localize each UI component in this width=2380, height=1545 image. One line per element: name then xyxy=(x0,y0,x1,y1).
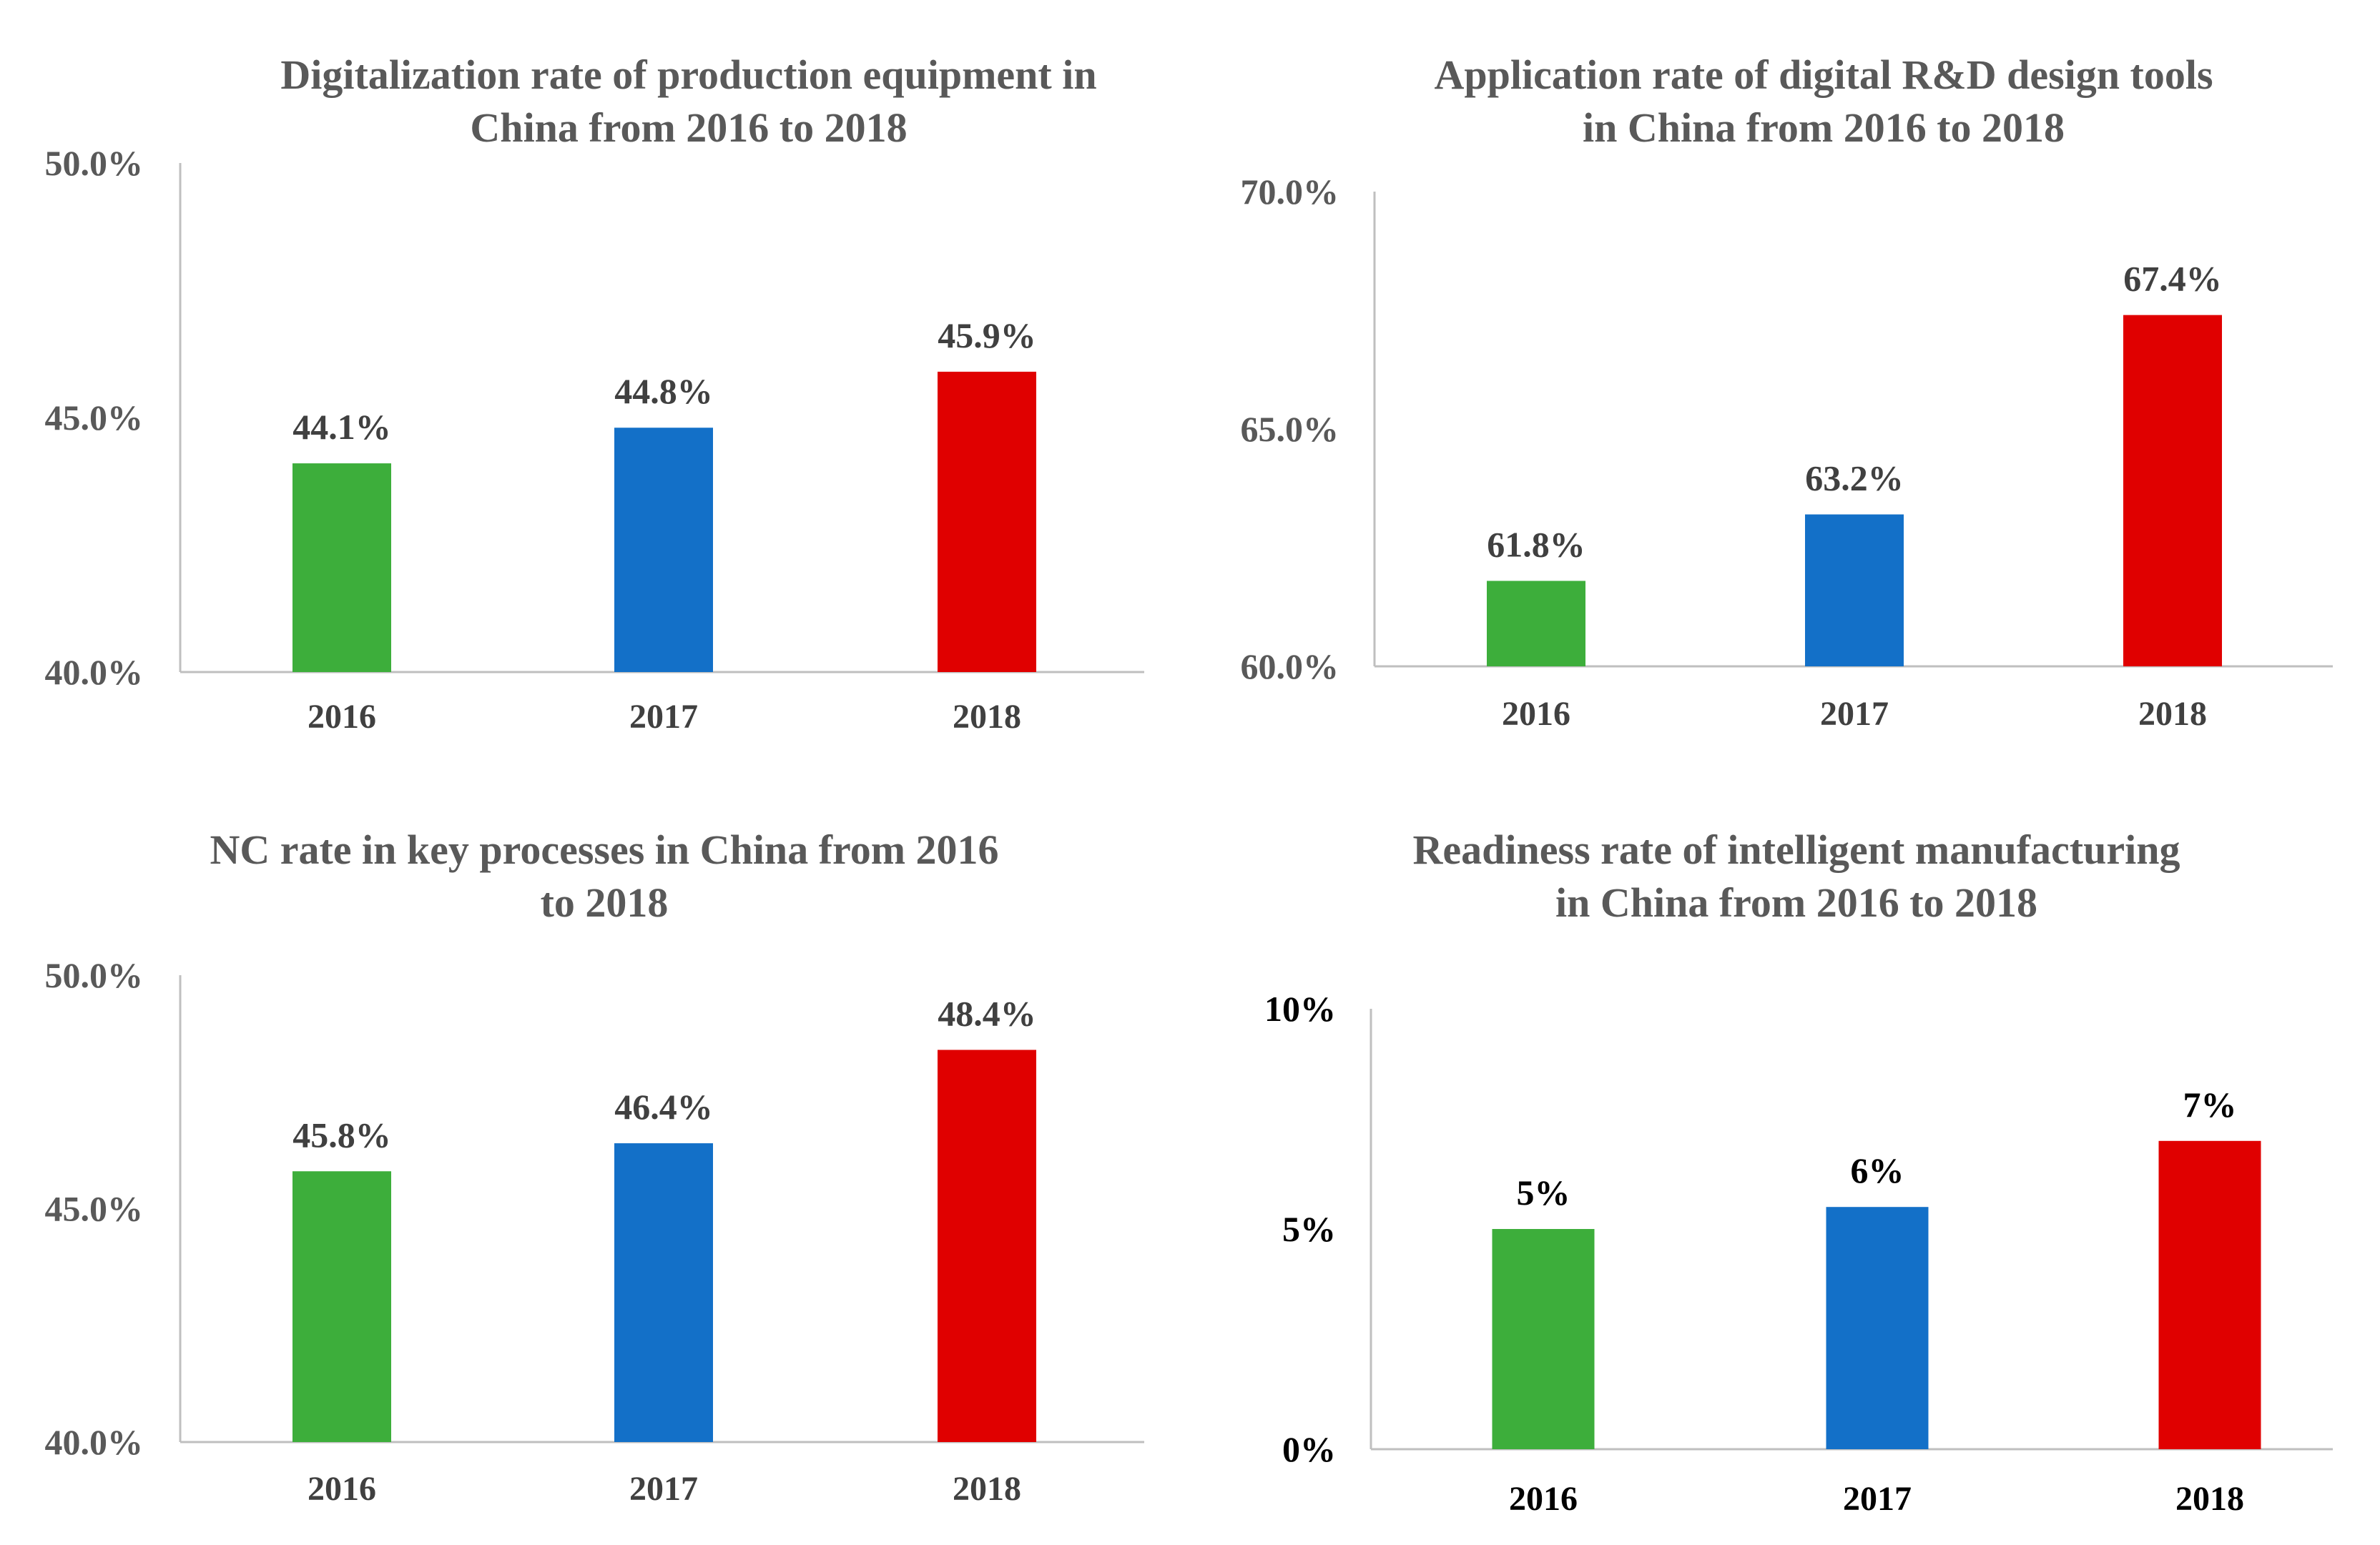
bar-2016 xyxy=(292,1171,391,1442)
data-label: 44.8% xyxy=(614,371,713,411)
chart-rd-design-tools: Application rate of digital R&D design t… xyxy=(1241,51,2333,733)
bar-2017 xyxy=(614,1143,713,1442)
data-label: 61.8% xyxy=(1487,524,1585,564)
x-tick-label: 2016 xyxy=(308,698,376,736)
chart-title-line: to 2018 xyxy=(541,879,669,926)
data-label: 7% xyxy=(2183,1085,2237,1125)
bar-2017 xyxy=(1805,514,1904,666)
y-tick-label: 65.0% xyxy=(1241,409,1339,449)
y-tick-label: 50.0% xyxy=(45,955,144,995)
x-tick-label: 2018 xyxy=(953,698,1021,736)
y-tick-label: 70.0% xyxy=(1241,172,1339,212)
data-label: 63.2% xyxy=(1805,458,1904,498)
bar-2018 xyxy=(2158,1140,2261,1449)
x-tick-label: 2016 xyxy=(308,1470,376,1508)
bar-2018 xyxy=(2123,315,2222,666)
bar-2017 xyxy=(1826,1207,1929,1449)
chart-title-line: Digitalization rate of production equipm… xyxy=(280,51,1096,98)
y-tick-label: 45.0% xyxy=(45,398,144,438)
data-label: 6% xyxy=(1851,1150,1904,1190)
y-tick-label: 50.0% xyxy=(45,143,144,183)
chart-title-line: Readiness rate of intelligent manufactur… xyxy=(1413,826,2180,873)
chart-title-line: China from 2016 to 2018 xyxy=(470,104,907,151)
x-tick-label: 2016 xyxy=(1509,1480,1578,1518)
data-label: 48.4% xyxy=(938,993,1036,1033)
data-label: 45.9% xyxy=(938,315,1036,355)
y-tick-label: 60.0% xyxy=(1241,646,1339,686)
chart-title-line: in China from 2016 to 2018 xyxy=(1555,879,2037,926)
chart-title-line: NC rate in key processes in China from 2… xyxy=(210,826,998,873)
x-tick-label: 2017 xyxy=(1843,1480,1912,1518)
bar-2018 xyxy=(938,371,1036,672)
y-tick-label: 0% xyxy=(1282,1429,1336,1469)
data-label: 5% xyxy=(1517,1173,1570,1213)
chart-title-line: Application rate of digital R&D design t… xyxy=(1434,51,2213,98)
bar-2016 xyxy=(292,463,391,672)
y-tick-label: 40.0% xyxy=(45,1422,144,1462)
x-tick-label: 2017 xyxy=(629,698,698,736)
y-tick-label: 45.0% xyxy=(45,1189,144,1229)
chart-digitalization-rate: Digitalization rate of production equipm… xyxy=(45,51,1144,736)
chart-title-line: in China from 2016 to 2018 xyxy=(1583,104,2065,151)
bar-2016 xyxy=(1492,1229,1595,1449)
y-tick-label: 10% xyxy=(1264,989,1336,1029)
data-label: 46.4% xyxy=(614,1087,713,1127)
bar-2016 xyxy=(1487,581,1585,666)
x-tick-label: 2018 xyxy=(953,1470,1021,1508)
x-tick-label: 2017 xyxy=(629,1470,698,1508)
x-tick-label: 2016 xyxy=(1502,695,1570,733)
y-tick-label: 40.0% xyxy=(45,652,144,692)
y-tick-label: 5% xyxy=(1282,1209,1336,1249)
x-tick-label: 2018 xyxy=(2138,695,2207,733)
data-label: 44.1% xyxy=(292,407,391,447)
x-tick-label: 2018 xyxy=(2175,1480,2244,1518)
x-tick-label: 2017 xyxy=(1820,695,1889,733)
data-label: 67.4% xyxy=(2123,259,2222,299)
chart-nc-rate: NC rate in key processes in China from 2… xyxy=(45,826,1144,1508)
bar-2018 xyxy=(938,1050,1036,1442)
chart-readiness-rate: Readiness rate of intelligent manufactur… xyxy=(1264,826,2333,1518)
data-label: 45.8% xyxy=(292,1115,391,1155)
bar-2017 xyxy=(614,428,713,672)
